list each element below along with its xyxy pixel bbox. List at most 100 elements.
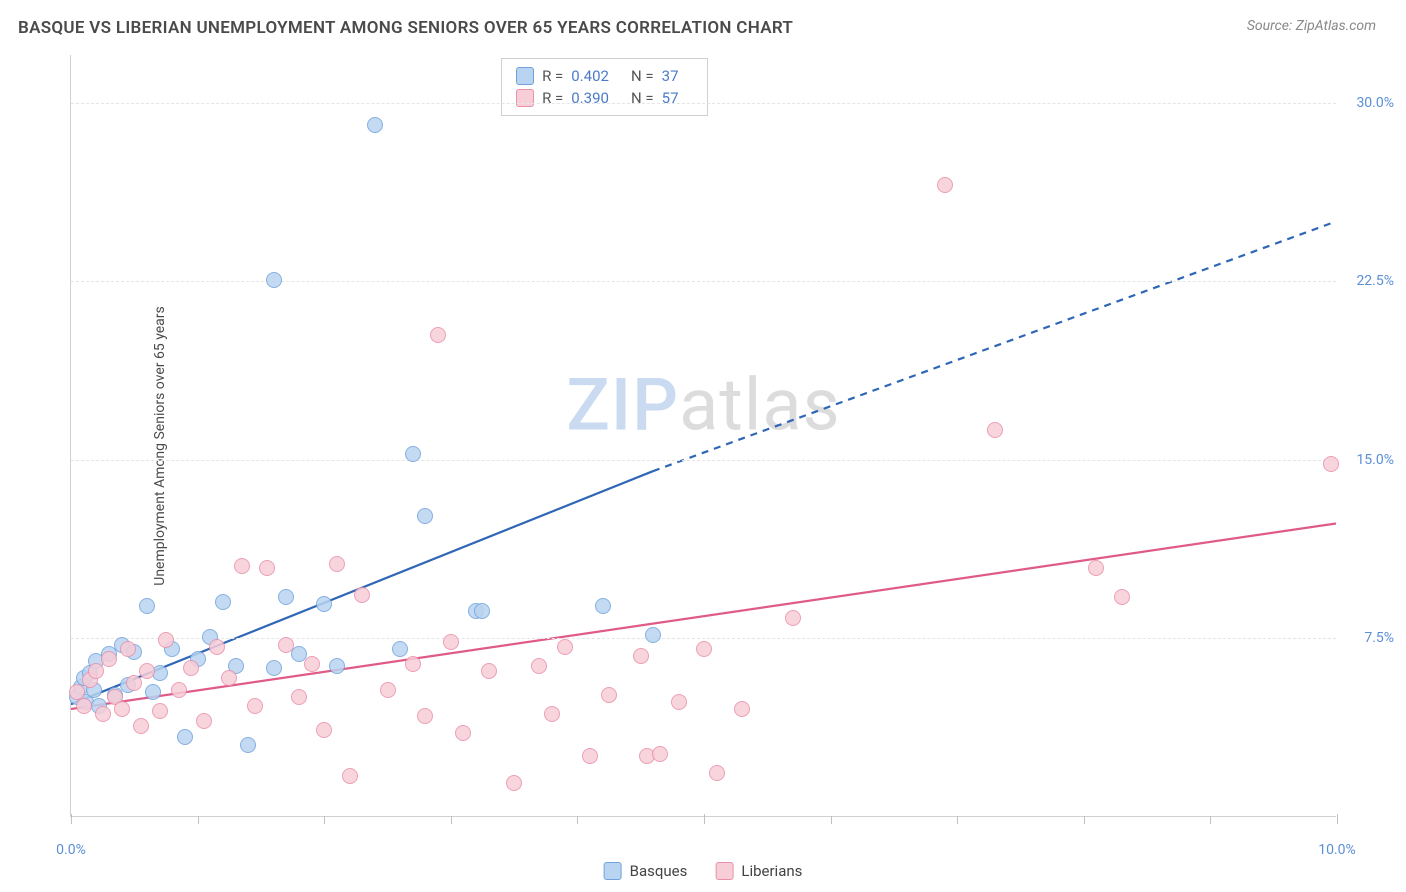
n-label: N = <box>631 89 654 107</box>
watermark-zip: ZIP <box>566 363 679 448</box>
data-point <box>1114 589 1130 605</box>
data-point <box>696 641 712 657</box>
grid-line <box>71 638 1336 639</box>
data-point <box>474 603 490 619</box>
legend-swatch <box>715 862 733 880</box>
legend-label: Basques <box>630 862 688 880</box>
data-point <box>652 746 668 762</box>
data-point <box>183 660 199 676</box>
x-tick <box>198 816 199 824</box>
data-point <box>304 656 320 672</box>
data-point <box>291 689 307 705</box>
data-point <box>417 708 433 724</box>
r-value: 0.390 <box>571 89 609 107</box>
chart-area: Unemployment Among Seniors over 65 years… <box>50 55 1336 837</box>
data-point <box>645 627 661 643</box>
data-point <box>671 694 687 710</box>
data-point <box>734 701 750 717</box>
data-point <box>171 682 187 698</box>
data-point <box>329 658 345 674</box>
x-tick-label: 10.0% <box>1318 842 1356 858</box>
data-point <box>139 663 155 679</box>
grid-line <box>71 103 1336 104</box>
data-point <box>266 660 282 676</box>
data-point <box>709 765 725 781</box>
data-point <box>557 639 573 655</box>
data-point <box>405 446 421 462</box>
data-point <box>785 610 801 626</box>
data-point <box>506 775 522 791</box>
data-point <box>145 684 161 700</box>
data-point <box>88 663 104 679</box>
x-tick <box>1084 816 1085 824</box>
data-point <box>196 713 212 729</box>
data-point <box>392 641 408 657</box>
data-point <box>430 327 446 343</box>
data-point <box>139 598 155 614</box>
data-point <box>329 556 345 572</box>
data-point <box>215 594 231 610</box>
data-point <box>380 682 396 698</box>
y-tick-label: 7.5% <box>1364 630 1394 646</box>
data-point <box>133 718 149 734</box>
n-value: 37 <box>662 67 679 85</box>
data-point <box>120 641 136 657</box>
data-point <box>987 422 1003 438</box>
r-label: R = <box>542 89 563 107</box>
data-point <box>316 722 332 738</box>
x-tick <box>324 816 325 824</box>
data-point <box>367 117 383 133</box>
x-tick <box>1337 814 1338 824</box>
plot-region: ZIPatlas R =0.402N =37R =0.390N =57 7.5%… <box>70 55 1336 817</box>
data-point <box>234 558 250 574</box>
x-tick <box>71 814 72 824</box>
y-tick-label: 15.0% <box>1356 452 1394 468</box>
data-point <box>209 639 225 655</box>
trend-line <box>71 523 1336 708</box>
data-point <box>417 508 433 524</box>
data-point <box>582 748 598 764</box>
stats-row: R = 0.390 N = 57 <box>516 87 692 109</box>
data-point <box>342 768 358 784</box>
data-point <box>266 272 282 288</box>
data-point <box>95 706 111 722</box>
data-point <box>937 177 953 193</box>
data-point <box>177 729 193 745</box>
x-tick <box>577 816 578 824</box>
data-point <box>259 560 275 576</box>
data-point <box>544 706 560 722</box>
stats-row: R = 0.402 N = 37 <box>516 65 692 87</box>
data-point <box>481 663 497 679</box>
x-tick <box>1210 816 1211 824</box>
watermark-atlas: atlas <box>679 363 841 448</box>
stats-box: R = 0.402 N = 37 R = 0.390 N = 57 <box>501 58 707 116</box>
legend-item: Liberians <box>715 862 802 880</box>
data-point <box>354 587 370 603</box>
n-label: N = <box>631 67 654 85</box>
x-tick <box>704 814 705 824</box>
data-point <box>443 634 459 650</box>
watermark: ZIPatlas <box>566 363 840 448</box>
data-point <box>595 598 611 614</box>
data-point <box>152 703 168 719</box>
data-point <box>455 725 471 741</box>
x-tick <box>831 816 832 824</box>
r-value: 0.402 <box>571 67 609 85</box>
x-tick-label: 0.0% <box>56 842 86 858</box>
legend-swatch <box>604 862 622 880</box>
r-label: R = <box>542 67 563 85</box>
legend-item: Basques <box>604 862 688 880</box>
legend-swatch <box>516 67 534 85</box>
data-point <box>114 701 130 717</box>
data-point <box>601 687 617 703</box>
n-value: 57 <box>662 89 679 107</box>
data-point <box>221 670 237 686</box>
data-point <box>101 651 117 667</box>
y-tick-label: 22.5% <box>1356 273 1394 289</box>
data-point <box>278 637 294 653</box>
source-attribution: Source: ZipAtlas.com <box>1247 18 1376 34</box>
data-point <box>247 698 263 714</box>
grid-line <box>71 281 1336 282</box>
data-point <box>1088 560 1104 576</box>
legend: Basques Liberians <box>604 862 803 880</box>
